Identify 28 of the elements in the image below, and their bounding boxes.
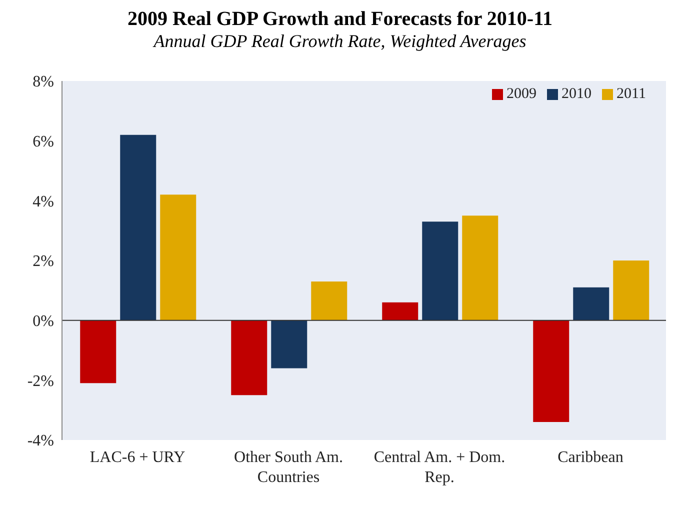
y-tick-label: 6% <box>32 134 54 151</box>
bar <box>271 320 308 368</box>
bar <box>462 216 498 320</box>
y-tick-label: 4% <box>32 193 54 210</box>
bar <box>231 320 268 396</box>
x-tick-label: Caribbean <box>558 449 624 466</box>
y-tick-label: -2% <box>27 372 54 390</box>
y-tick-label: 0% <box>32 313 54 330</box>
legend-label: 2009 <box>506 86 537 102</box>
bar <box>80 320 116 384</box>
x-tick-label: Central Am. + Dom. Rep. <box>374 449 506 486</box>
legend-label: 2010 <box>562 86 592 102</box>
chart-title: 2009 Real GDP Growth and Forecasts for 2010-11 <box>126 8 554 31</box>
legend-label: 2011 <box>616 86 646 102</box>
bar <box>311 281 348 320</box>
bar <box>382 302 418 320</box>
y-tick-label: 8% <box>32 74 54 91</box>
y-tick-label: 2% <box>32 253 54 270</box>
bar <box>160 194 196 320</box>
bar <box>422 222 458 320</box>
bar <box>573 287 610 320</box>
chart-subtitle: Annual GDP Real Growth Rate, Weighted Averages <box>152 31 528 52</box>
bar <box>533 320 570 422</box>
bar <box>120 134 156 320</box>
x-tick-label: LAC-6 + URY <box>90 449 186 466</box>
y-tick-label: -4% <box>27 432 54 450</box>
bar <box>613 260 650 320</box>
x-tick-label: Other South Am. Countries <box>234 449 343 486</box>
